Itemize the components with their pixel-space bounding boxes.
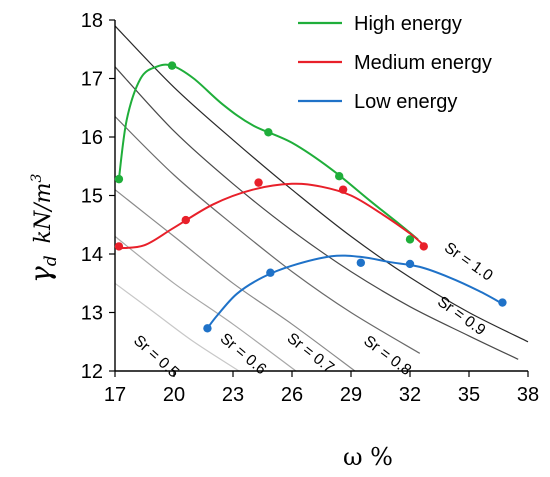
x-tick-label: 20 (163, 384, 185, 406)
saturation-line (114, 189, 356, 372)
y-tick-label: 14 (81, 244, 103, 266)
saturation-line (114, 116, 421, 354)
x-tick-label: 29 (340, 384, 362, 406)
x-tick-label: 26 (281, 384, 303, 406)
axis-titles: ω % γdkN/m3 (24, 174, 393, 471)
x-tick-label: 23 (222, 384, 244, 406)
data-series (114, 61, 507, 333)
series-line (118, 182, 425, 250)
axes: 12 13 14 15 16 17 18 17 20 23 26 29 32 35 38 (81, 10, 539, 406)
y-axis-title: γdkN/m3 (24, 174, 61, 283)
saturation-line (114, 235, 297, 372)
data-point (405, 259, 415, 269)
x-tick-label: 38 (517, 384, 539, 406)
data-point (254, 178, 263, 187)
y-tick-label: 17 (81, 69, 103, 91)
y-tick-label: 12 (81, 361, 103, 383)
data-point (338, 185, 348, 194)
saturation-label: Sr = 0.8 (360, 333, 414, 380)
saturation-line (114, 66, 519, 360)
data-point (203, 324, 212, 333)
data-point (114, 174, 124, 184)
x-axis-title: ω % (343, 443, 393, 471)
saturation-line (114, 25, 529, 343)
series-line (117, 63, 419, 241)
y-tick-label: 16 (81, 127, 103, 149)
data-point (181, 215, 190, 225)
saturation-line (114, 282, 240, 372)
legend-label: High energy (354, 13, 462, 35)
saturation-lines (114, 25, 529, 372)
data-point (266, 268, 275, 277)
series-line (206, 254, 503, 329)
y-tick-label: 15 (81, 186, 103, 208)
saturation-label: Sr = 0.5 (130, 332, 182, 381)
x-tick-label: 17 (104, 384, 126, 406)
data-point (419, 242, 428, 251)
saturation-label: Sr = 0.7 (284, 330, 338, 377)
x-tick-label: 35 (458, 384, 480, 406)
data-point (356, 258, 366, 267)
legend-label: Low energy (354, 91, 457, 113)
legend-label: Medium energy (354, 52, 492, 74)
data-point (114, 242, 124, 251)
data-point (264, 128, 273, 137)
data-point (498, 298, 507, 307)
data-point (335, 171, 344, 181)
data-point (405, 235, 415, 244)
y-tick-label: 13 (81, 303, 103, 325)
x-tick-label: 32 (399, 384, 421, 406)
legend: High energy Medium energy Low energy (298, 13, 492, 113)
data-point (167, 61, 177, 70)
y-tick-label: 18 (81, 10, 103, 32)
